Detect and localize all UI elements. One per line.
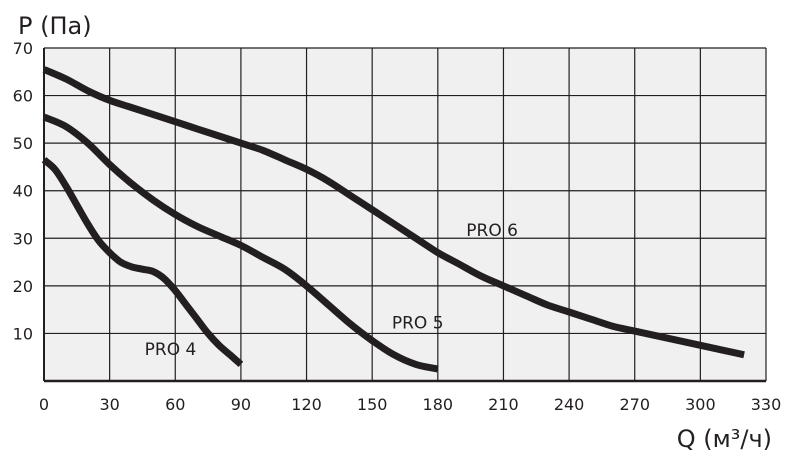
x-tick-label: 180 <box>423 395 454 414</box>
x-tick-label: 30 <box>99 395 119 414</box>
y-tick-label: 30 <box>13 229 33 248</box>
tick-labels: 0 30 60 90 120 150 180 210 240 270 300 330 10 20 30 40 5… <box>13 39 782 414</box>
series-layer <box>41 66 745 373</box>
y-axis-title: P (Па) <box>18 12 92 40</box>
y-tick-label: 40 <box>13 182 33 201</box>
y-tick-label: 60 <box>13 87 33 106</box>
x-tick-label: 240 <box>554 395 585 414</box>
x-tick-label: 120 <box>291 395 322 414</box>
plot-background <box>44 48 766 381</box>
x-tick-label: 90 <box>231 395 251 414</box>
y-tick-label: 10 <box>13 324 33 343</box>
x-tick-label: 210 <box>488 395 519 414</box>
y-tick-label: 50 <box>13 134 33 153</box>
y-tick-label: 20 <box>13 277 33 296</box>
x-tick-label: 150 <box>357 395 388 414</box>
series-line-pro-6 <box>42 66 745 359</box>
x-axis-title: Q (м³/ч) <box>677 425 772 453</box>
x-tick-label: 270 <box>619 395 650 414</box>
series-line-pro-5 <box>42 113 439 373</box>
series-label-pro-4: PRO 4 <box>145 340 197 360</box>
series-label-pro-5: PRO 5 <box>392 314 444 334</box>
series-label-pro-6: PRO 6 <box>466 221 518 241</box>
x-tick-label: 60 <box>165 395 185 414</box>
series-line-pro-4 <box>41 157 244 368</box>
x-tick-label: 0 <box>39 395 49 414</box>
grid-lines <box>43 47 767 383</box>
y-tick-label: 70 <box>13 39 33 58</box>
series-annotations: PRO 6 PRO 5 PRO 4 <box>145 221 518 360</box>
x-tick-label: 330 <box>751 395 782 414</box>
x-tick-label: 300 <box>685 395 716 414</box>
